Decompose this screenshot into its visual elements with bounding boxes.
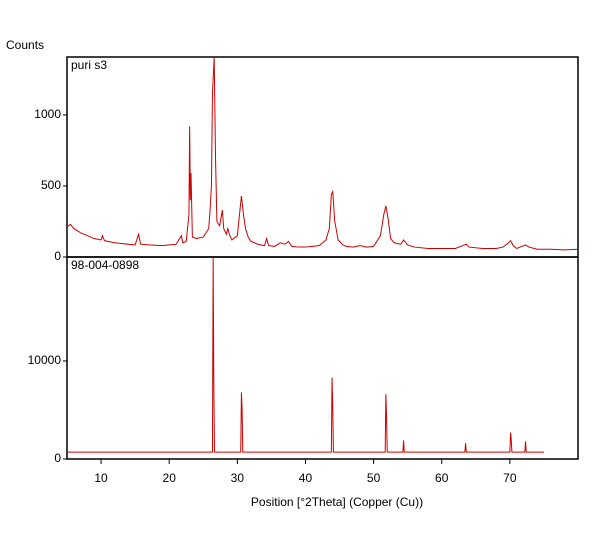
x-tick-label: 10 (94, 471, 108, 485)
x-tick-label: 20 (163, 471, 177, 485)
x-tick-label: 70 (503, 471, 517, 485)
y-axis-label: Counts (6, 38, 44, 52)
legend-label: 98-004-0898 (71, 258, 139, 272)
y-tick-label: 0 (54, 249, 61, 263)
plot-frame (66, 56, 579, 258)
data-line (67, 257, 544, 453)
y-tick-label: 10000 (28, 353, 62, 367)
data-line (67, 57, 578, 251)
plot-frame (66, 256, 579, 460)
y-tick-label: 0 (54, 451, 61, 465)
y-tick-label: 1000 (34, 107, 61, 121)
y-tick-label: 500 (41, 178, 61, 192)
x-tick-label: 40 (299, 471, 313, 485)
x-tick-label: 60 (435, 471, 449, 485)
legend-label: puri s3 (71, 58, 107, 72)
x-tick-label: 30 (231, 471, 245, 485)
x-axis-label: Position [°2Theta] (Copper (Cu)) (251, 495, 423, 509)
x-tick-label: 50 (367, 471, 381, 485)
